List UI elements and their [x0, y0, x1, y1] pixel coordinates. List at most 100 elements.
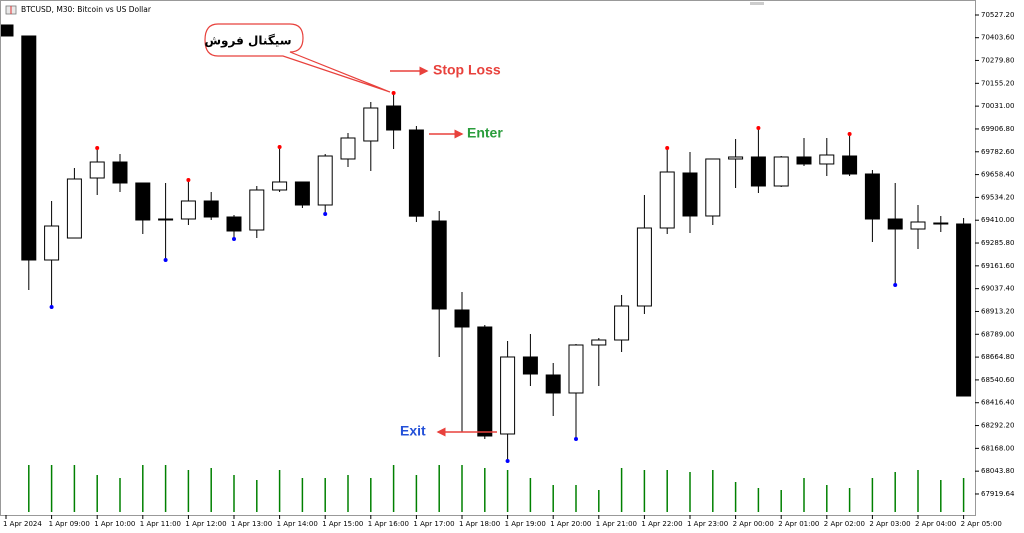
x-tick-label: 1 Apr 11:00 — [140, 520, 181, 528]
candle-body — [682, 172, 698, 217]
candle-body — [66, 178, 82, 239]
y-tick-label: 68292.20 — [981, 422, 1014, 430]
candle-body — [956, 223, 972, 397]
x-tick-label: 1 Apr 18:00 — [459, 520, 500, 528]
y-tick-label: 68416.40 — [981, 399, 1014, 407]
candle-body — [728, 156, 744, 160]
candle-body — [864, 173, 880, 220]
x-tick-label: 2 Apr 05:00 — [961, 520, 1002, 528]
candle-body — [477, 326, 493, 437]
fractal-down — [505, 458, 510, 463]
y-tick-label: 68664.80 — [981, 353, 1014, 361]
candle-body — [1, 24, 14, 37]
candle-body — [545, 374, 561, 394]
candle-body — [294, 181, 310, 206]
x-tick-label: 1 Apr 13:00 — [231, 520, 272, 528]
scroll-handle[interactable] — [750, 2, 764, 5]
candle-body — [44, 225, 60, 261]
candle-body — [89, 161, 105, 179]
candle-body — [750, 156, 766, 187]
x-tick-label: 1 Apr 15:00 — [322, 520, 363, 528]
fractal-down — [49, 304, 54, 309]
candle-body — [272, 181, 288, 191]
y-tick-label: 69534.20 — [981, 193, 1014, 201]
fractal-up — [186, 178, 191, 183]
y-tick-label: 69410.00 — [981, 216, 1014, 224]
x-tick-label: 1 Apr 23:00 — [687, 520, 728, 528]
candle-body — [910, 221, 926, 230]
candle-body — [659, 171, 675, 229]
fractal-down — [163, 258, 168, 263]
y-tick-label: 70031.00 — [981, 102, 1014, 110]
candle-body — [135, 182, 151, 221]
x-tick-label: 1 Apr 10:00 — [94, 520, 135, 528]
x-tick-label: 1 Apr 12:00 — [185, 520, 226, 528]
x-tick-label: 1 Apr 14:00 — [277, 520, 318, 528]
stop-loss-label: Stop Loss — [433, 62, 501, 78]
y-tick-label: 68540.60 — [981, 376, 1014, 384]
candle-body — [842, 155, 858, 175]
x-tick-label: 2 Apr 00:00 — [733, 520, 774, 528]
x-tick-label: 2 Apr 03:00 — [869, 520, 910, 528]
signal-bubble — [204, 23, 391, 93]
y-tick-label: 69906.80 — [981, 125, 1014, 133]
y-tick-label: 69285.80 — [981, 239, 1014, 247]
candle-body — [591, 339, 607, 346]
plot-area — [1, 24, 972, 512]
y-tick-label: 69782.60 — [981, 148, 1014, 156]
y-tick-label: 68168.00 — [981, 444, 1014, 452]
fractal-up — [391, 90, 396, 95]
candle-body — [226, 216, 242, 232]
fractal-up — [95, 145, 100, 150]
candle-body — [317, 155, 333, 206]
x-tick-label: 1 Apr 22:00 — [641, 520, 682, 528]
candle-body — [614, 305, 630, 341]
candle-body — [363, 107, 379, 142]
candle-body — [112, 161, 128, 184]
candle-body — [203, 200, 219, 218]
candle-body — [636, 227, 652, 307]
candle-body — [21, 35, 37, 261]
candle-body — [522, 356, 538, 375]
y-tick-label: 70155.20 — [981, 79, 1014, 87]
chart-title: BTCUSD, M30: Bitcoin vs US Dollar — [21, 5, 152, 14]
candle-body — [500, 356, 516, 435]
candle-body — [933, 222, 949, 225]
candle-body — [249, 189, 265, 231]
candle-body — [796, 156, 812, 165]
enter-label: Enter — [467, 125, 503, 141]
candle-body — [705, 158, 721, 217]
y-tick-label: 70279.80 — [981, 56, 1014, 64]
fractal-up — [665, 145, 670, 150]
candle-body — [454, 309, 470, 328]
fractal-up — [277, 144, 282, 149]
x-tick-label: 1 Apr 20:00 — [550, 520, 591, 528]
candle-body — [431, 220, 447, 310]
fractal-up — [847, 131, 852, 136]
x-tick-label: 1 Apr 17:00 — [413, 520, 454, 528]
candle-body — [819, 154, 835, 165]
candle-body — [158, 218, 174, 221]
fractal-down — [323, 211, 328, 216]
x-tick-label: 1 Apr 16:00 — [368, 520, 409, 528]
x-tick-label: 1 Apr 19:00 — [505, 520, 546, 528]
candle-body — [180, 200, 196, 220]
candle-body — [340, 137, 356, 160]
signal-label: سیگنال فروش — [204, 34, 291, 49]
y-tick-label: 67919.64 — [981, 490, 1015, 498]
y-tick-label: 69037.40 — [981, 285, 1014, 293]
fractal-up — [756, 126, 761, 131]
y-tick-label: 69658.40 — [981, 171, 1014, 179]
y-tick-label: 69161.60 — [981, 262, 1014, 270]
x-tick-label: 1 Apr 09:00 — [49, 520, 90, 528]
y-tick-label: 68789.00 — [981, 330, 1014, 338]
candle-body — [386, 105, 402, 131]
x-tick-label: 2 Apr 02:00 — [824, 520, 865, 528]
x-tick-label: 1 Apr 2024 — [3, 520, 42, 528]
fractal-down — [893, 283, 898, 288]
y-tick-label: 70527.20 — [981, 11, 1014, 19]
plot-frame — [0, 0, 976, 516]
y-tick-label: 68913.20 — [981, 307, 1014, 315]
fractal-down — [574, 437, 578, 442]
